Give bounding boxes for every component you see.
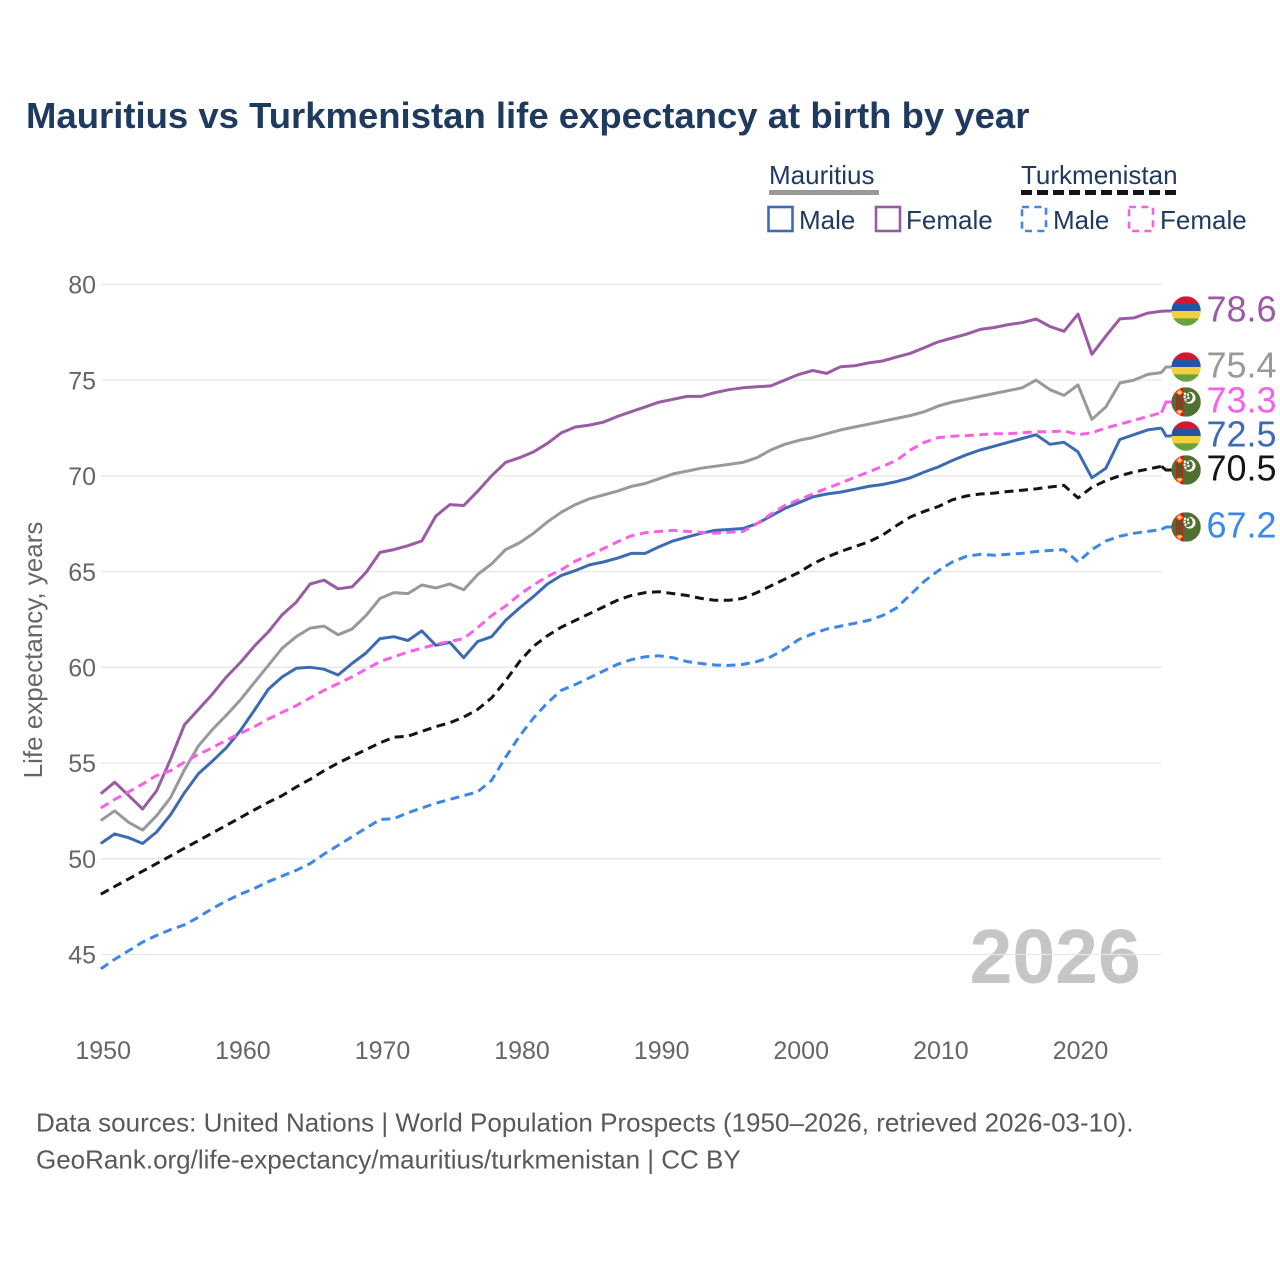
svg-text:1970: 1970 [355,1037,411,1065]
svg-text:Life expectancy, years: Life expectancy, years [18,522,48,779]
svg-text:Female: Female [1160,205,1247,235]
svg-text:72.5: 72.5 [1207,414,1277,455]
svg-text:50: 50 [68,846,96,874]
svg-text:67.2: 67.2 [1207,505,1277,546]
svg-text:70.5: 70.5 [1207,448,1277,489]
svg-text:1980: 1980 [494,1037,550,1065]
svg-text:75.4: 75.4 [1207,345,1277,386]
svg-text:1950: 1950 [75,1037,131,1065]
svg-text:78.6: 78.6 [1207,289,1277,330]
svg-text:2010: 2010 [913,1037,969,1065]
svg-text:GeoRank.org/life-expectancy/ma: GeoRank.org/life-expectancy/mauritius/tu… [36,1145,741,1175]
svg-text:Mauritius: Mauritius [769,160,874,190]
svg-text:Turkmenistan: Turkmenistan [1021,160,1178,190]
svg-text:2000: 2000 [773,1037,829,1065]
svg-text:Mauritius vs Turkmenistan life: Mauritius vs Turkmenistan life expectanc… [26,95,1029,136]
svg-text:2026: 2026 [970,914,1141,1000]
svg-text:65: 65 [68,559,96,587]
svg-text:1960: 1960 [215,1037,271,1065]
svg-text:80: 80 [68,272,96,300]
svg-text:60: 60 [68,655,96,683]
svg-text:Male: Male [1053,205,1109,235]
svg-text:2020: 2020 [1053,1037,1109,1065]
svg-text:1990: 1990 [634,1037,690,1065]
svg-text:73.3: 73.3 [1207,380,1277,421]
svg-text:55: 55 [68,750,96,778]
svg-text:45: 45 [68,942,96,970]
svg-text:75: 75 [68,367,96,395]
svg-text:Female: Female [906,205,993,235]
svg-text:Male: Male [799,205,855,235]
svg-text:70: 70 [68,463,96,491]
svg-text:Data sources: United Nations |: Data sources: United Nations | World Pop… [36,1108,1133,1138]
